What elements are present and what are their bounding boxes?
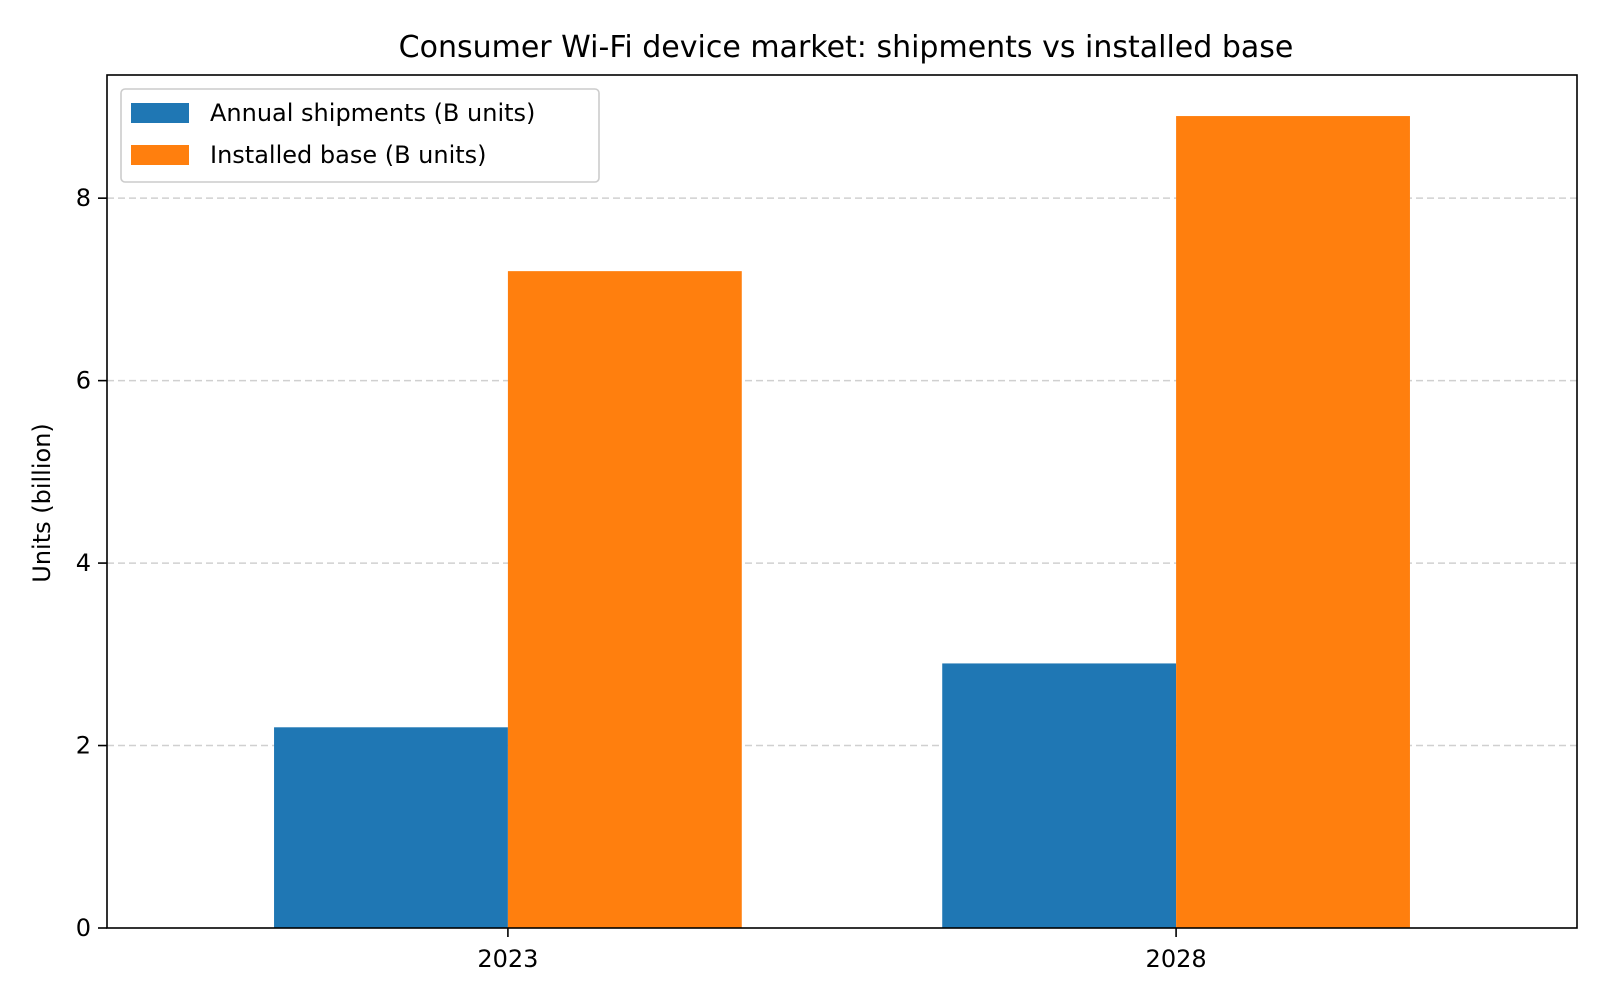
bar-installed-base-2023 (507, 271, 742, 928)
legend: Annual shipments (B units) Installed bas… (120, 88, 600, 183)
legend-swatch-shipments (131, 103, 189, 123)
legend-label-installed-base: Installed base (B units) (210, 141, 487, 169)
chart-title: Consumer Wi-Fi device market: shipments … (399, 30, 1294, 65)
bar-installed-base-2028 (1176, 116, 1410, 929)
x-tick-label-2023: 2023 (477, 945, 538, 973)
bar-shipments-2028 (942, 663, 1177, 928)
y-tick-label-4: 4 (76, 549, 91, 577)
y-tick-label-0: 0 (76, 914, 91, 942)
y-tick-label-8: 8 (76, 184, 91, 212)
y-axis-title: Units (billion) (28, 423, 56, 583)
legend-frame (120, 88, 600, 183)
x-tick-label-2028: 2028 (1146, 945, 1207, 973)
axis-ticks: 0 2 4 6 8 2023 2028 (76, 184, 1207, 973)
y-tick-label-2: 2 (76, 732, 91, 760)
bar-shipments-2023 (274, 727, 508, 928)
legend-swatch-installed-base (131, 145, 189, 165)
y-tick-label-6: 6 (76, 367, 91, 395)
bars (274, 116, 1410, 929)
plot-frame (106, 74, 1578, 929)
legend-label-shipments: Annual shipments (B units) (210, 99, 535, 127)
